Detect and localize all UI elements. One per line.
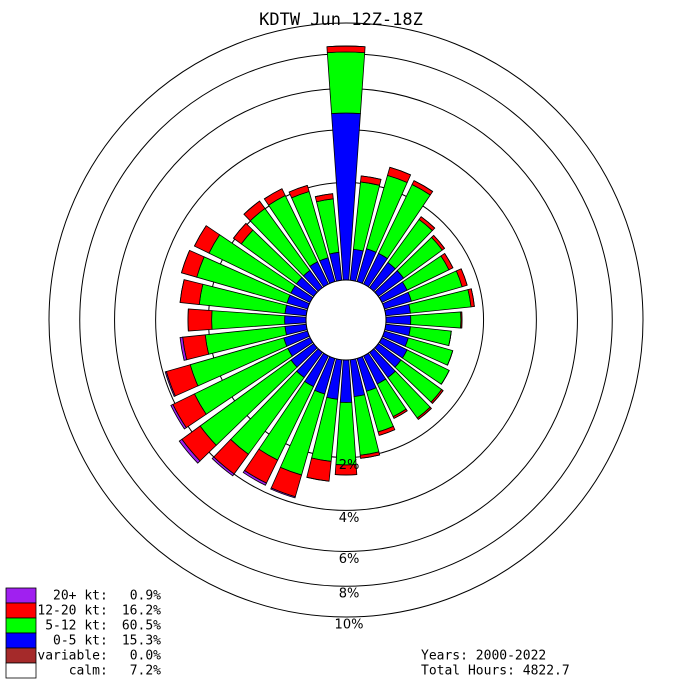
legend-name: 5-12 kt [45,619,100,634]
petal-segment [448,331,452,346]
petal-segment [179,336,188,361]
legend-swatch [5,647,37,664]
chart-title: KDTW Jun 12Z-18Z [259,10,423,30]
footer-years: Years: 2000-2022 [421,649,546,664]
petal-segment [418,408,432,420]
petal-segment [326,45,366,48]
legend-swatch [5,602,37,619]
petal-segment [385,315,412,325]
petal-segment [315,193,333,198]
petal-segment [233,223,247,239]
legend-name: 12-20 kt [37,604,100,619]
ring-label: 4% [339,511,360,526]
legend-share: 7.2% [130,664,161,679]
ring-label: 8% [339,587,360,602]
legend-share: 15.3% [122,634,161,649]
petal-segment [433,235,445,249]
legend-swatch [5,632,37,649]
legend-separator: : [100,664,108,679]
legend-share: 0.0% [130,649,161,664]
footer-hours: Total Hours: 4822.7 [421,664,570,679]
legend-name: 0-5 kt [53,634,100,649]
petal-segment [270,487,296,499]
petal-segment [187,308,213,332]
legend-separator: : [100,619,108,634]
legend-separator: : [100,604,108,619]
petal-segment [326,51,366,114]
legend-name: calm [69,664,100,679]
legend-separator: : [100,649,108,664]
petal-segment [243,200,260,215]
petal-segment [242,469,267,486]
petal-segment [170,403,187,430]
grid-ring [48,22,644,618]
ring-label: 6% [339,552,360,567]
petal-segment [326,45,366,54]
legend-name: variable [37,649,100,664]
legend-swatch [5,587,37,604]
petal-segment [470,288,475,307]
legend-swatch [5,662,37,679]
petal-segment [284,315,307,325]
ring-label: 2% [339,458,360,473]
petal-segment [389,166,411,176]
legend-share: 16.2% [122,604,161,619]
petal-segment [361,175,382,180]
petal-segment [178,438,201,464]
petal-segment [413,180,433,192]
ring-label: 10% [335,618,364,633]
legend-share: 0.9% [130,589,161,604]
petal-segment [164,371,176,398]
calm-circle [305,279,387,361]
legend-separator: : [100,589,108,604]
petal-segment [306,457,332,482]
legend-share: 60.5% [122,619,161,634]
petal-segment [211,456,235,477]
petal-segment [179,279,185,303]
petal-segment [288,184,308,193]
petal-segment [432,390,444,404]
legend-swatch [5,617,37,634]
legend-separator: : [100,634,108,649]
legend-name: 20+ kt [53,589,100,604]
